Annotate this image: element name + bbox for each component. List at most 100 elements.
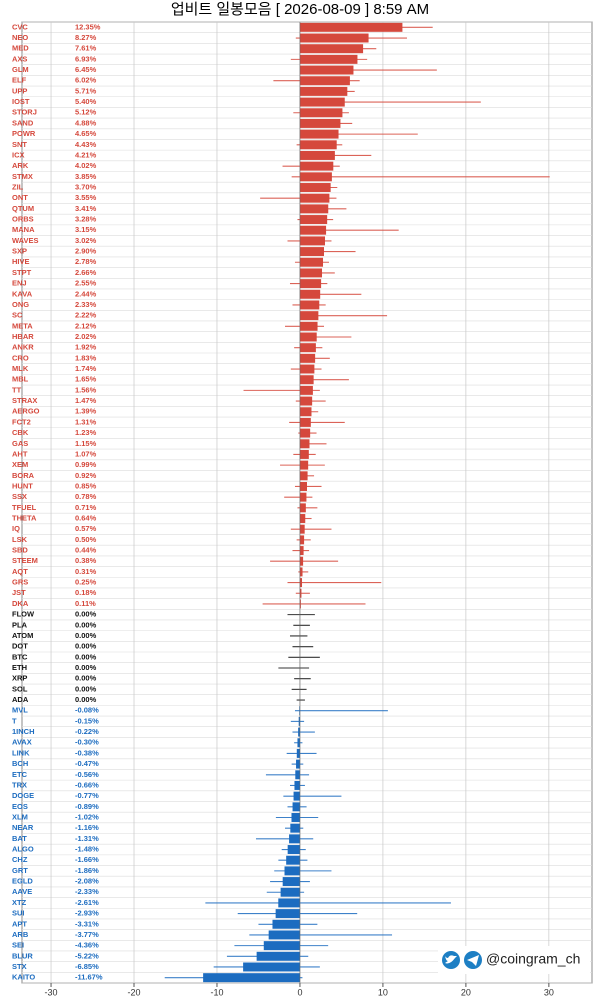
row-name: 1INCH: [12, 727, 35, 736]
row-value-label: -0.89%: [75, 802, 99, 811]
row-name: FLOW: [12, 610, 35, 619]
row-value-label: 4.65%: [75, 129, 97, 138]
row-name: SBD: [12, 546, 28, 555]
row-name: CHZ: [12, 855, 28, 864]
row-value-label: 3.28%: [75, 215, 97, 224]
bar: [283, 877, 300, 886]
row-name: STPT: [12, 268, 32, 277]
bar: [300, 322, 318, 331]
row-name: BTC: [12, 652, 28, 661]
row-name: STEEM: [12, 556, 38, 565]
row-name: ICX: [12, 150, 25, 159]
row-value-label: -0.08%: [75, 706, 99, 715]
row-value-label: 2.55%: [75, 279, 97, 288]
row-name: XRP: [12, 674, 27, 683]
row-name: PLA: [12, 620, 28, 629]
row-value-label: 0.00%: [75, 684, 97, 693]
row-name: EGLD: [12, 877, 33, 886]
row-name: DOT: [12, 642, 28, 651]
row-value-label: 12.35%: [75, 22, 101, 31]
row-name: SSX: [12, 492, 27, 501]
row-value-label: 3.55%: [75, 193, 97, 202]
row-value-label: 1.65%: [75, 375, 97, 384]
bar: [300, 375, 314, 384]
row-name: TRX: [12, 780, 27, 789]
row-value-label: 4.21%: [75, 150, 97, 159]
row-name: AXS: [12, 54, 27, 63]
bar: [300, 162, 333, 171]
row-value-label: 0.00%: [75, 652, 97, 661]
bar: [295, 770, 300, 779]
bar: [300, 439, 310, 448]
row-value-label: 1.31%: [75, 417, 97, 426]
row-name: QTUM: [12, 204, 34, 213]
row-name: SC: [12, 311, 23, 320]
row-name: WAVES: [12, 236, 39, 245]
row-value-label: 5.12%: [75, 108, 97, 117]
row-name: STX: [12, 962, 27, 971]
row-name: KAVA: [12, 289, 33, 298]
bar: [300, 461, 308, 470]
row-name: HIVE: [12, 257, 30, 266]
row-name: BLUR: [12, 951, 33, 960]
row-name: ATOM: [12, 631, 33, 640]
row-value-label: 6.93%: [75, 54, 97, 63]
bar: [257, 952, 300, 961]
row-value-label: -3.77%: [75, 930, 99, 939]
chart-title: 업비트 일봉모음 [ 2026-08-09 ] 8:59 AM: [171, 1, 429, 18]
row-name: BCH: [12, 759, 28, 768]
row-value-label: -0.15%: [75, 716, 99, 725]
row-value-label: -1.66%: [75, 855, 99, 864]
row-name: ARB: [12, 930, 29, 939]
row-name: ONG: [12, 300, 29, 309]
row-value-label: 3.15%: [75, 225, 97, 234]
row-name: HBAR: [12, 332, 34, 341]
row-value-label: 0.00%: [75, 695, 97, 704]
row-name: GRT: [12, 866, 28, 875]
row-value-label: -1.16%: [75, 823, 99, 832]
bar: [300, 482, 307, 491]
row-name: T: [12, 716, 17, 725]
bar: [278, 898, 300, 907]
bar: [300, 503, 306, 512]
row-value-label: 2.02%: [75, 332, 97, 341]
bar: [300, 119, 340, 128]
row-value-label: 0.64%: [75, 514, 97, 523]
row-name: MLK: [12, 364, 29, 373]
bar: [243, 962, 300, 971]
bar: [300, 258, 323, 267]
bar: [300, 66, 354, 75]
row-value-label: 3.41%: [75, 204, 97, 213]
row-value-label: 2.33%: [75, 300, 97, 309]
row-value-label: -0.30%: [75, 738, 99, 747]
bar: [300, 215, 327, 224]
row-name: GAS: [12, 439, 28, 448]
row-value-label: 2.78%: [75, 257, 97, 266]
bar: [276, 909, 300, 918]
row-value-label: -4.36%: [75, 941, 99, 950]
row-name: JST: [12, 588, 26, 597]
row-value-label: 0.11%: [75, 599, 96, 608]
bar: [300, 493, 306, 502]
row-value-label: -0.56%: [75, 770, 99, 779]
bar: [300, 151, 335, 160]
row-name: ONT: [12, 193, 28, 202]
row-value-label: 7.61%: [75, 44, 97, 53]
row-value-label: -6.85%: [75, 962, 99, 971]
row-name: ENJ: [12, 279, 27, 288]
row-value-label: 8.27%: [75, 33, 97, 42]
row-value-label: -11.67%: [75, 973, 103, 982]
row-name: XEM: [12, 460, 28, 469]
bar: [300, 397, 312, 406]
row-name: AERGO: [12, 407, 40, 416]
row-value-label: 0.85%: [75, 481, 97, 490]
bar: [300, 204, 328, 213]
row-name: DKA: [12, 599, 29, 608]
bar: [300, 557, 303, 566]
bar: [300, 578, 302, 587]
row-value-label: 2.44%: [75, 289, 97, 298]
bar: [300, 247, 324, 256]
bar: [300, 172, 332, 181]
bar: [300, 343, 316, 352]
